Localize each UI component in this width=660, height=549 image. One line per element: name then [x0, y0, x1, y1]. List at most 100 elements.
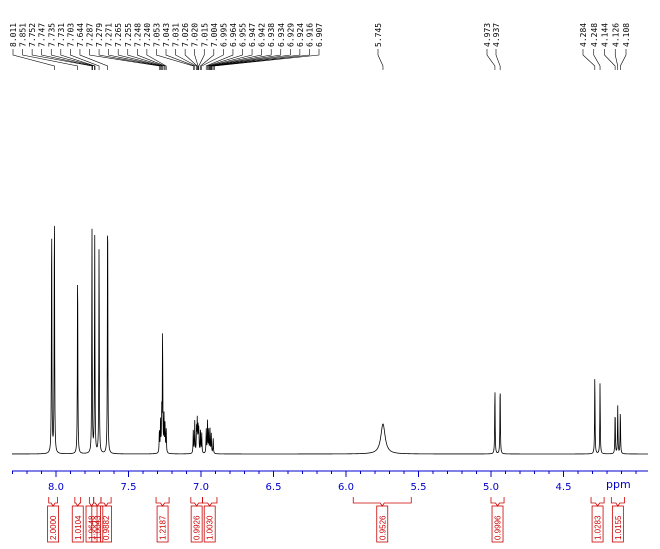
- peak-leader-line: [604, 49, 616, 70]
- tick-label: 5.5: [411, 482, 427, 493]
- peak-leader-line: [12, 49, 55, 70]
- integral-value: 0.9996: [494, 515, 503, 540]
- peak-leader-line: [137, 49, 166, 70]
- peak-label: 4.108: [622, 23, 631, 47]
- peak-label: 7.015: [200, 23, 209, 47]
- integral-bracket: [93, 497, 102, 507]
- ppm-axis: 8.0 7.5 7.0 6.5 6.0 5.5 5.0 4.5: [12, 470, 648, 493]
- integral-bracket: [88, 497, 95, 507]
- spectrum: [12, 225, 648, 455]
- peak-leader-line: [184, 49, 198, 70]
- peak-leader-line: [41, 49, 93, 70]
- integral-value: 0.9526: [378, 515, 387, 540]
- tick-label: 6.0: [338, 482, 354, 493]
- integral-value-box: [71, 505, 84, 543]
- integral-value-box: [100, 505, 112, 543]
- peak-leader-line: [377, 49, 384, 70]
- peak-leader-line: [593, 49, 601, 70]
- peak-leader-line: [50, 49, 95, 70]
- integral-value-box: [47, 505, 59, 543]
- peak-label: 4.973: [483, 23, 492, 47]
- integral-bracket: [490, 497, 505, 507]
- integral-value: 1.2187: [159, 515, 168, 540]
- integral: 1.2187: [155, 497, 170, 543]
- tick-label: 6.5: [266, 482, 282, 493]
- tick-label: 7.0: [193, 482, 209, 493]
- peak-leader-line: [205, 49, 234, 70]
- integral-value-box: [203, 505, 216, 543]
- peak-label: 5.745: [374, 23, 383, 47]
- peak-label: 7.031: [172, 23, 181, 47]
- peak-label: 7.004: [210, 23, 219, 47]
- tick-label: 8.0: [48, 482, 64, 493]
- peak-leader-line: [117, 49, 163, 70]
- integral: 0.9996: [490, 497, 505, 543]
- peak-leader-line: [201, 49, 224, 70]
- peak-label: 7.735: [47, 23, 56, 47]
- peak-label: 6.942: [258, 23, 267, 47]
- peak-leader-line: [60, 49, 96, 70]
- peak-label: 6.929: [286, 23, 295, 47]
- peak-leader-line: [208, 49, 253, 70]
- tick-label: 4.5: [556, 482, 572, 493]
- peak-leader-line: [22, 49, 78, 70]
- peak-leader-line: [175, 49, 197, 70]
- integral-value: 1.0043: [93, 515, 102, 540]
- tick-label: 7.5: [121, 482, 137, 493]
- peak-label: 7.026: [181, 23, 190, 47]
- peak-leader-line: [210, 49, 291, 70]
- peak-leader-line: [620, 49, 627, 70]
- integral-bracket: [74, 497, 82, 507]
- peak-label: 7.731: [57, 23, 66, 47]
- integral-value: 1.0283: [594, 515, 603, 540]
- integral-value-box: [491, 505, 504, 543]
- peak-leader-line: [210, 49, 282, 70]
- peak-label: 4.144: [601, 23, 610, 47]
- peak-leader-line: [194, 49, 199, 70]
- peak-leader-line: [582, 49, 596, 70]
- integral-value-box: [190, 505, 203, 543]
- peak-label: 6.934: [277, 23, 286, 47]
- peak-leader-line: [98, 49, 161, 70]
- peak-leader-line: [127, 49, 165, 70]
- integral-value-box: [611, 505, 624, 543]
- peak-label: 6.938: [267, 23, 276, 47]
- peak-label: 7.265: [114, 23, 123, 47]
- integral-value: 1.0155: [614, 515, 623, 540]
- integral: 0.9526: [352, 497, 412, 543]
- peak-label: 7.644: [76, 23, 85, 47]
- peak-leader-line: [156, 49, 194, 70]
- integral-value-box: [591, 505, 604, 543]
- peak-label: 7.851: [19, 23, 28, 47]
- peak-label: 7.248: [133, 23, 142, 47]
- spectrum-trace: [12, 225, 648, 455]
- peak-label: 6.916: [305, 23, 314, 47]
- peak-label: 7.279: [95, 23, 104, 47]
- peak-label: 7.240: [143, 23, 152, 47]
- peak-leader-line: [79, 49, 108, 70]
- peak-label: 6.924: [296, 23, 305, 47]
- peak-label: 4.126: [611, 23, 620, 47]
- integral-value-box: [376, 505, 389, 543]
- peak-label: 7.271: [105, 23, 114, 47]
- peak-label: 7.053: [152, 23, 161, 47]
- peak-label: 7.043: [162, 23, 171, 47]
- peak-leader-line: [614, 49, 619, 70]
- peak-label: 7.752: [28, 23, 37, 47]
- integral-bracket: [590, 497, 605, 507]
- integral: 2.0000: [47, 497, 59, 543]
- integral-value: 1.0104: [74, 515, 83, 540]
- peak-label: 4.937: [492, 23, 501, 47]
- integral-bracket: [352, 497, 412, 507]
- peak-label: 7.747: [38, 23, 47, 47]
- peak-leader-line: [495, 49, 501, 70]
- peak-label: 7.255: [124, 23, 133, 47]
- peak-leader-line: [486, 49, 496, 70]
- integral-value: 2.0000: [49, 515, 58, 540]
- peak-leader-line: [70, 49, 100, 70]
- peak-leader-line: [212, 49, 310, 70]
- peak-label: 6.995: [219, 23, 228, 47]
- integral-bracket: [202, 497, 218, 507]
